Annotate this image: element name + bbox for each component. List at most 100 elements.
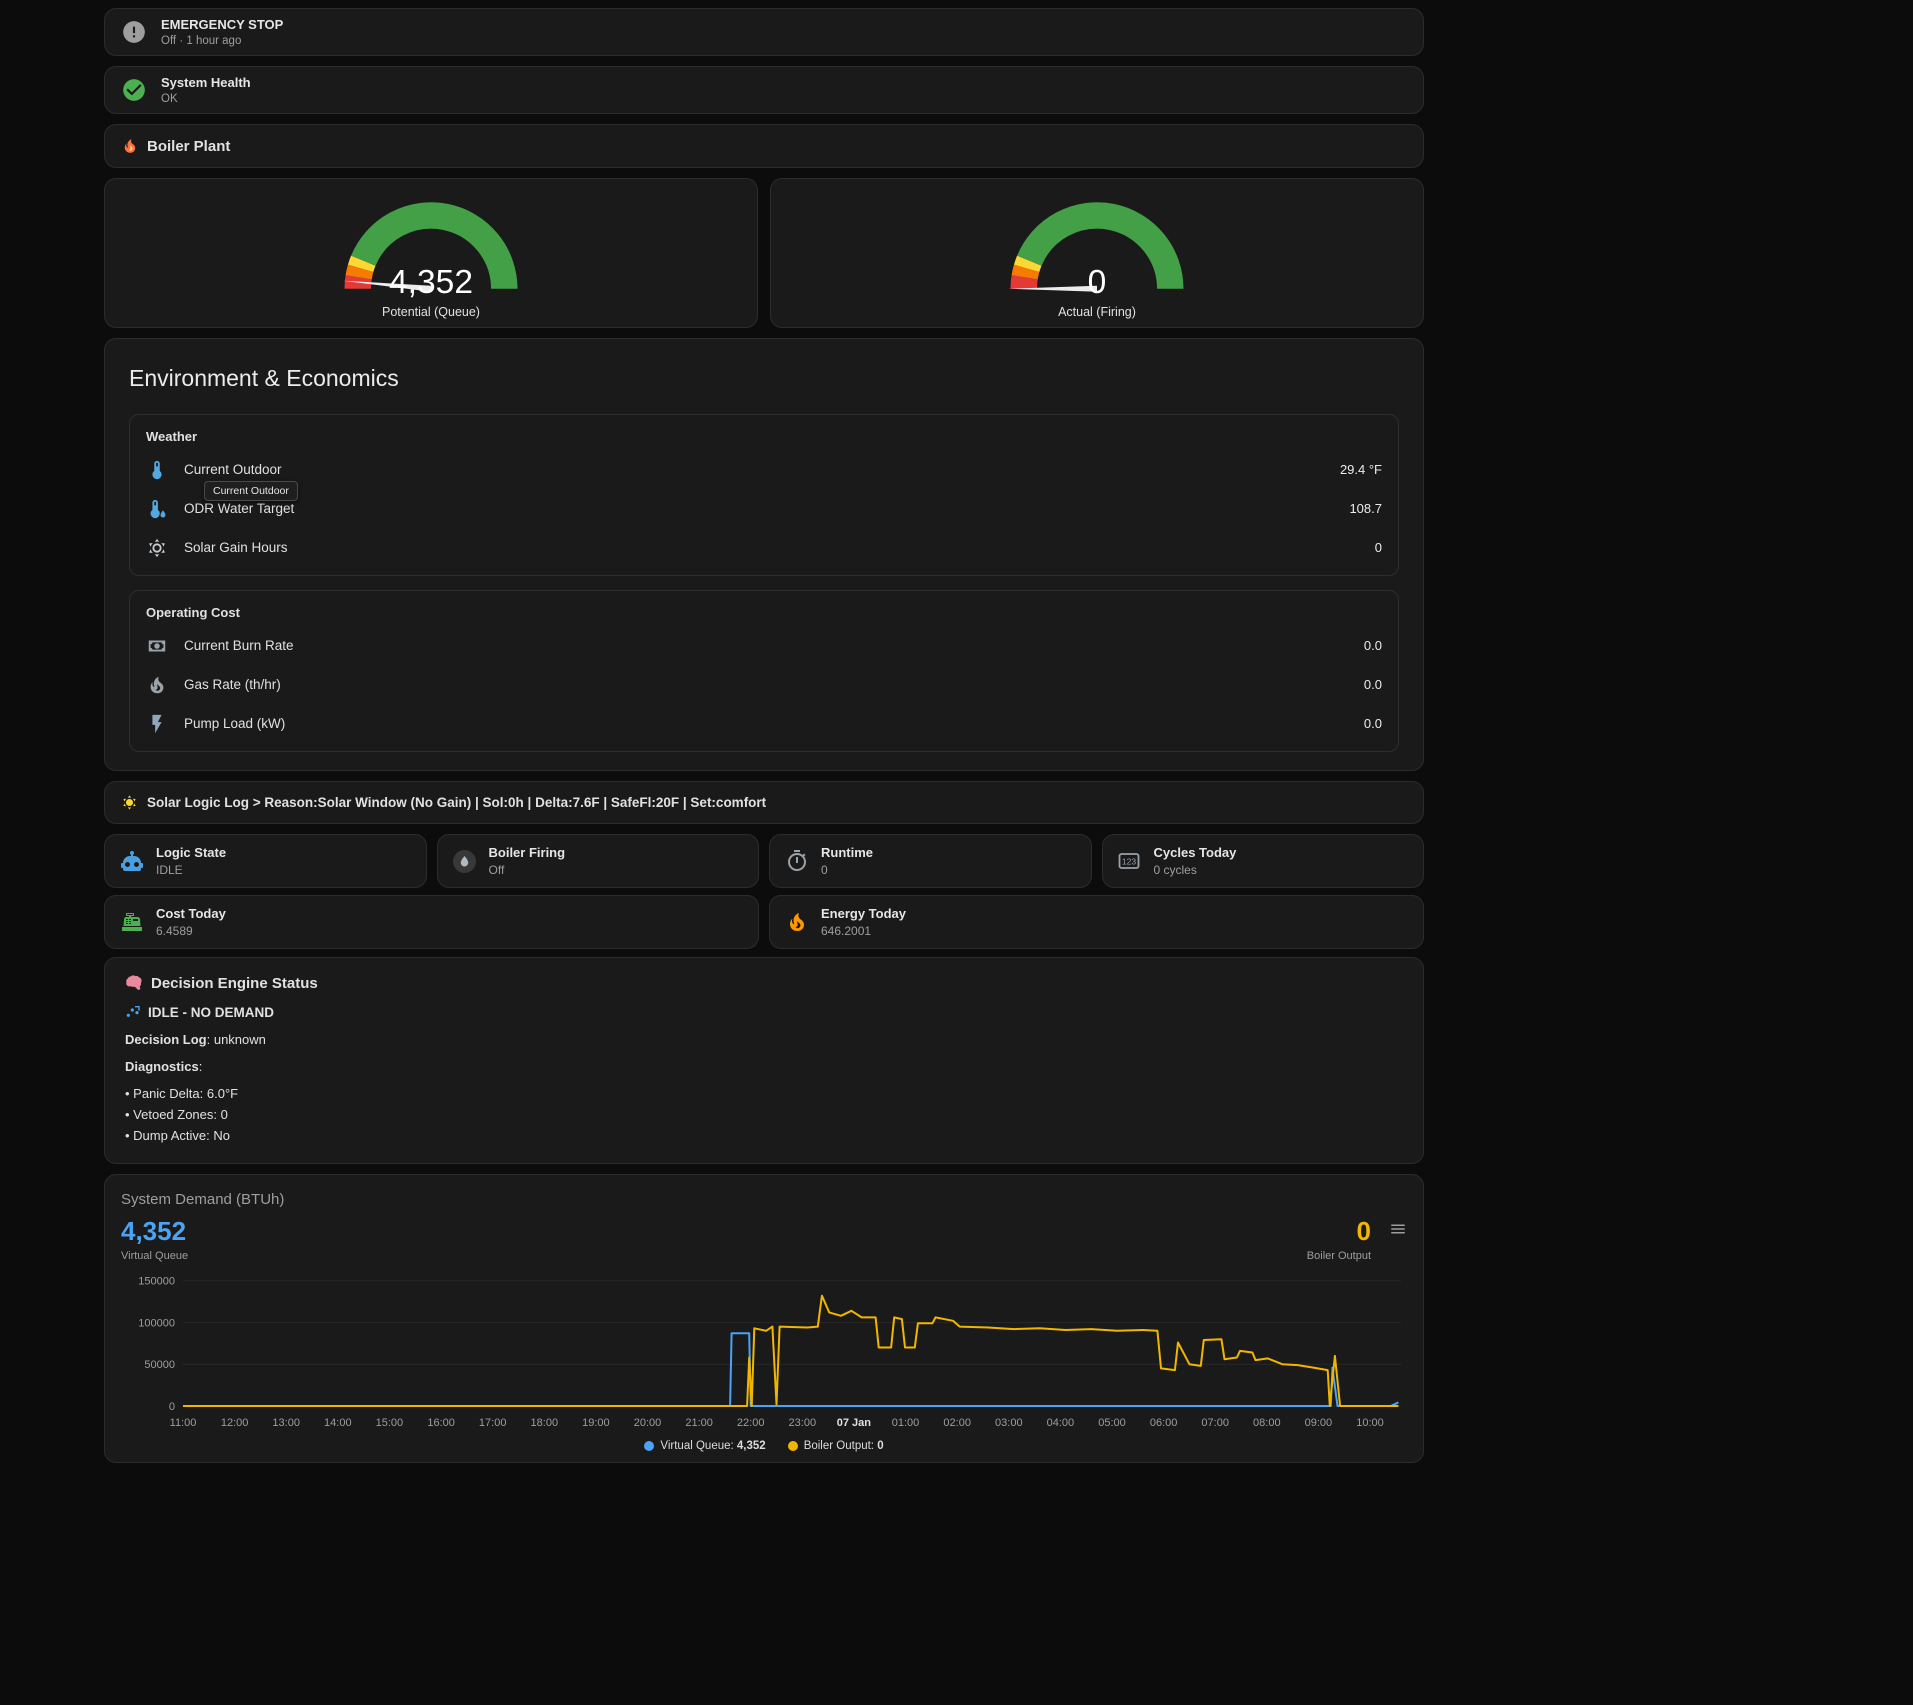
system-health-status: OK — [161, 93, 178, 105]
stat-title: Energy Today — [821, 906, 907, 921]
svg-text:4,352: 4,352 — [389, 264, 473, 301]
entity-label: Solar Gain Hours — [184, 540, 288, 555]
entity-value: 0.0 — [1363, 677, 1382, 692]
actual-gauge: 0 — [1008, 202, 1184, 301]
emergency-stop-title: EMERGENCY STOP — [161, 17, 284, 32]
sun-icon — [146, 537, 168, 559]
chart-title: System Demand (BTUh) — [121, 1191, 285, 1208]
system-demand-chart-card: System Demand (BTUh) 4,352 Virtual Queue… — [104, 1174, 1424, 1463]
gauge-card-potential[interactable]: 4,352 Potential (Queue) — [104, 178, 758, 328]
svg-text:05:00: 05:00 — [1098, 1417, 1126, 1429]
thermometer-icon — [146, 459, 168, 481]
entity-label: Gas Rate (th/hr) — [184, 677, 281, 692]
boiler-drop-icon — [452, 849, 477, 874]
sun-emoji-icon — [121, 794, 139, 811]
decision-engine-title: Decision Engine Status — [151, 974, 318, 992]
actual-gauge-label: Actual (Firing) — [1058, 305, 1136, 319]
cycles-today-card[interactable]: 123 Cycles Today 0 cycles — [1101, 834, 1424, 888]
entity-label: Pump Load (kW) — [184, 716, 286, 731]
entity-row-current-outdoor[interactable]: Current Outdoor 29.4 °F — [146, 450, 1382, 489]
svg-text:07:00: 07:00 — [1201, 1417, 1229, 1429]
entity-row-odr-water-target[interactable]: ODR Water Target 108.7 — [146, 489, 1382, 528]
operating-cost-section: Operating Cost Current Burn Rate 0.0 Gas… — [129, 590, 1399, 752]
entity-value: 0 — [1374, 540, 1382, 555]
svg-text:0: 0 — [169, 1401, 175, 1413]
counter-icon: 123 — [1117, 849, 1142, 874]
robot-icon — [119, 849, 144, 874]
svg-text:19:00: 19:00 — [582, 1417, 610, 1429]
weather-header: Weather — [146, 429, 198, 444]
fire-orange-icon — [784, 910, 809, 935]
boiler-plant-title: Boiler Plant — [147, 137, 231, 155]
svg-text:21:00: 21:00 — [685, 1417, 713, 1429]
chart-menu-icon[interactable] — [1389, 1220, 1407, 1238]
alert-circle-icon — [121, 19, 147, 45]
svg-text:123: 123 — [1122, 857, 1136, 867]
gauge-card-actual[interactable]: 0 Actual (Firing) — [770, 178, 1424, 328]
totals-row: Cost Today 6.4589 Energy Today 646.2001 — [104, 895, 1424, 949]
chart-header: 4,352 Virtual Queue 0 Boiler Output — [121, 1218, 1407, 1262]
entity-row-gas-rate[interactable]: Gas Rate (th/hr) 0.0 — [146, 665, 1382, 704]
cost-today-card[interactable]: Cost Today 6.4589 — [104, 895, 759, 949]
legend-label: Boiler Output: 0 — [803, 1440, 884, 1452]
diagnostic-item: • Dump Active: No — [125, 1128, 230, 1143]
decision-status-text: IDLE - NO DEMAND — [148, 1004, 274, 1020]
svg-text:13:00: 13:00 — [272, 1417, 300, 1429]
legend-item[interactable]: Virtual Queue: 4,352 — [644, 1440, 766, 1452]
brain-emoji-icon — [125, 974, 143, 992]
stat-title: Runtime — [821, 845, 873, 860]
svg-text:10:00: 10:00 — [1356, 1417, 1384, 1429]
dashboard: EMERGENCY STOP Off · 1 hour ago System H… — [104, 0, 1424, 1463]
demand-chart-plot[interactable]: 0 50000 100000 150000 11:00 12:00 13:00 14:00 15… — [121, 1266, 1407, 1438]
entity-row-current-burn-rate[interactable]: Current Burn Rate 0.0 — [146, 626, 1382, 665]
energy-today-card[interactable]: Energy Today 646.2001 — [769, 895, 1424, 949]
entity-row-pump-load[interactable]: Pump Load (kW) 0.0 — [146, 704, 1382, 743]
svg-text:09:00: 09:00 — [1305, 1417, 1333, 1429]
boiler-plant-header: Boiler Plant — [104, 124, 1424, 168]
svg-text:0: 0 — [1088, 264, 1107, 301]
entity-label: ODR Water Target — [184, 501, 295, 516]
virtual-queue-block: 4,352 Virtual Queue — [121, 1218, 188, 1262]
diagnostics-colon: : — [198, 1059, 203, 1074]
stat-value: 0 — [821, 863, 828, 877]
system-health-title: System Health — [161, 75, 251, 90]
entity-value: 0.0 — [1363, 638, 1382, 653]
emergency-stop-card[interactable]: EMERGENCY STOP Off · 1 hour ago — [104, 8, 1424, 56]
stat-title: Boiler Firing — [488, 845, 566, 860]
svg-text:20:00: 20:00 — [634, 1417, 662, 1429]
svg-text:01:00: 01:00 — [892, 1417, 920, 1429]
system-health-card[interactable]: System Health OK — [104, 66, 1424, 114]
cash-icon — [146, 635, 168, 657]
entity-value: 29.4 °F — [1339, 462, 1382, 477]
diagnostics-line: Diagnostics: — [125, 1059, 1403, 1074]
stat-title: Cost Today — [156, 906, 226, 921]
operating-cost-header: Operating Cost — [146, 605, 240, 620]
runtime-card[interactable]: Runtime 0 — [769, 834, 1092, 888]
flame-emoji-icon — [121, 137, 139, 155]
svg-text:14:00: 14:00 — [324, 1417, 352, 1429]
solar-logic-log-header: Solar Logic Log > Reason:Solar Window (N… — [104, 781, 1424, 824]
svg-text:150000: 150000 — [138, 1276, 175, 1288]
legend-item[interactable]: Boiler Output: 0 — [787, 1440, 884, 1452]
svg-text:50000: 50000 — [144, 1359, 175, 1371]
potential-gauge: 4,352 — [342, 202, 518, 301]
diagnostic-item: • Panic Delta: 6.0°F — [125, 1086, 239, 1101]
boiler-output-label: Boiler Output — [1306, 1250, 1371, 1262]
potential-gauge-label: Potential (Queue) — [382, 305, 480, 319]
entity-value: 0.0 — [1363, 716, 1382, 731]
diagnostic-item: • Vetoed Zones: 0 — [125, 1107, 228, 1122]
environment-economics-card: Environment & Economics Weather Current … — [104, 338, 1424, 771]
boiler-firing-card[interactable]: Boiler Firing Off — [436, 834, 759, 888]
stats-row: Logic State IDLE Boiler Firing Off Runti… — [104, 834, 1424, 888]
stat-value: 0 cycles — [1153, 863, 1197, 877]
svg-text:12:00: 12:00 — [221, 1417, 249, 1429]
svg-text:03:00: 03:00 — [995, 1417, 1023, 1429]
stat-value: Off — [488, 863, 505, 877]
decision-log-label: Decision Log — [125, 1032, 207, 1047]
svg-text:15:00: 15:00 — [376, 1417, 404, 1429]
logic-state-card[interactable]: Logic State IDLE — [104, 834, 427, 888]
fire-icon — [146, 674, 168, 696]
stat-title: Cycles Today — [1153, 845, 1237, 860]
decision-log-line: Decision Log: unknown — [125, 1032, 1403, 1047]
entity-row-solar-gain-hours[interactable]: Solar Gain Hours 0 — [146, 528, 1382, 567]
